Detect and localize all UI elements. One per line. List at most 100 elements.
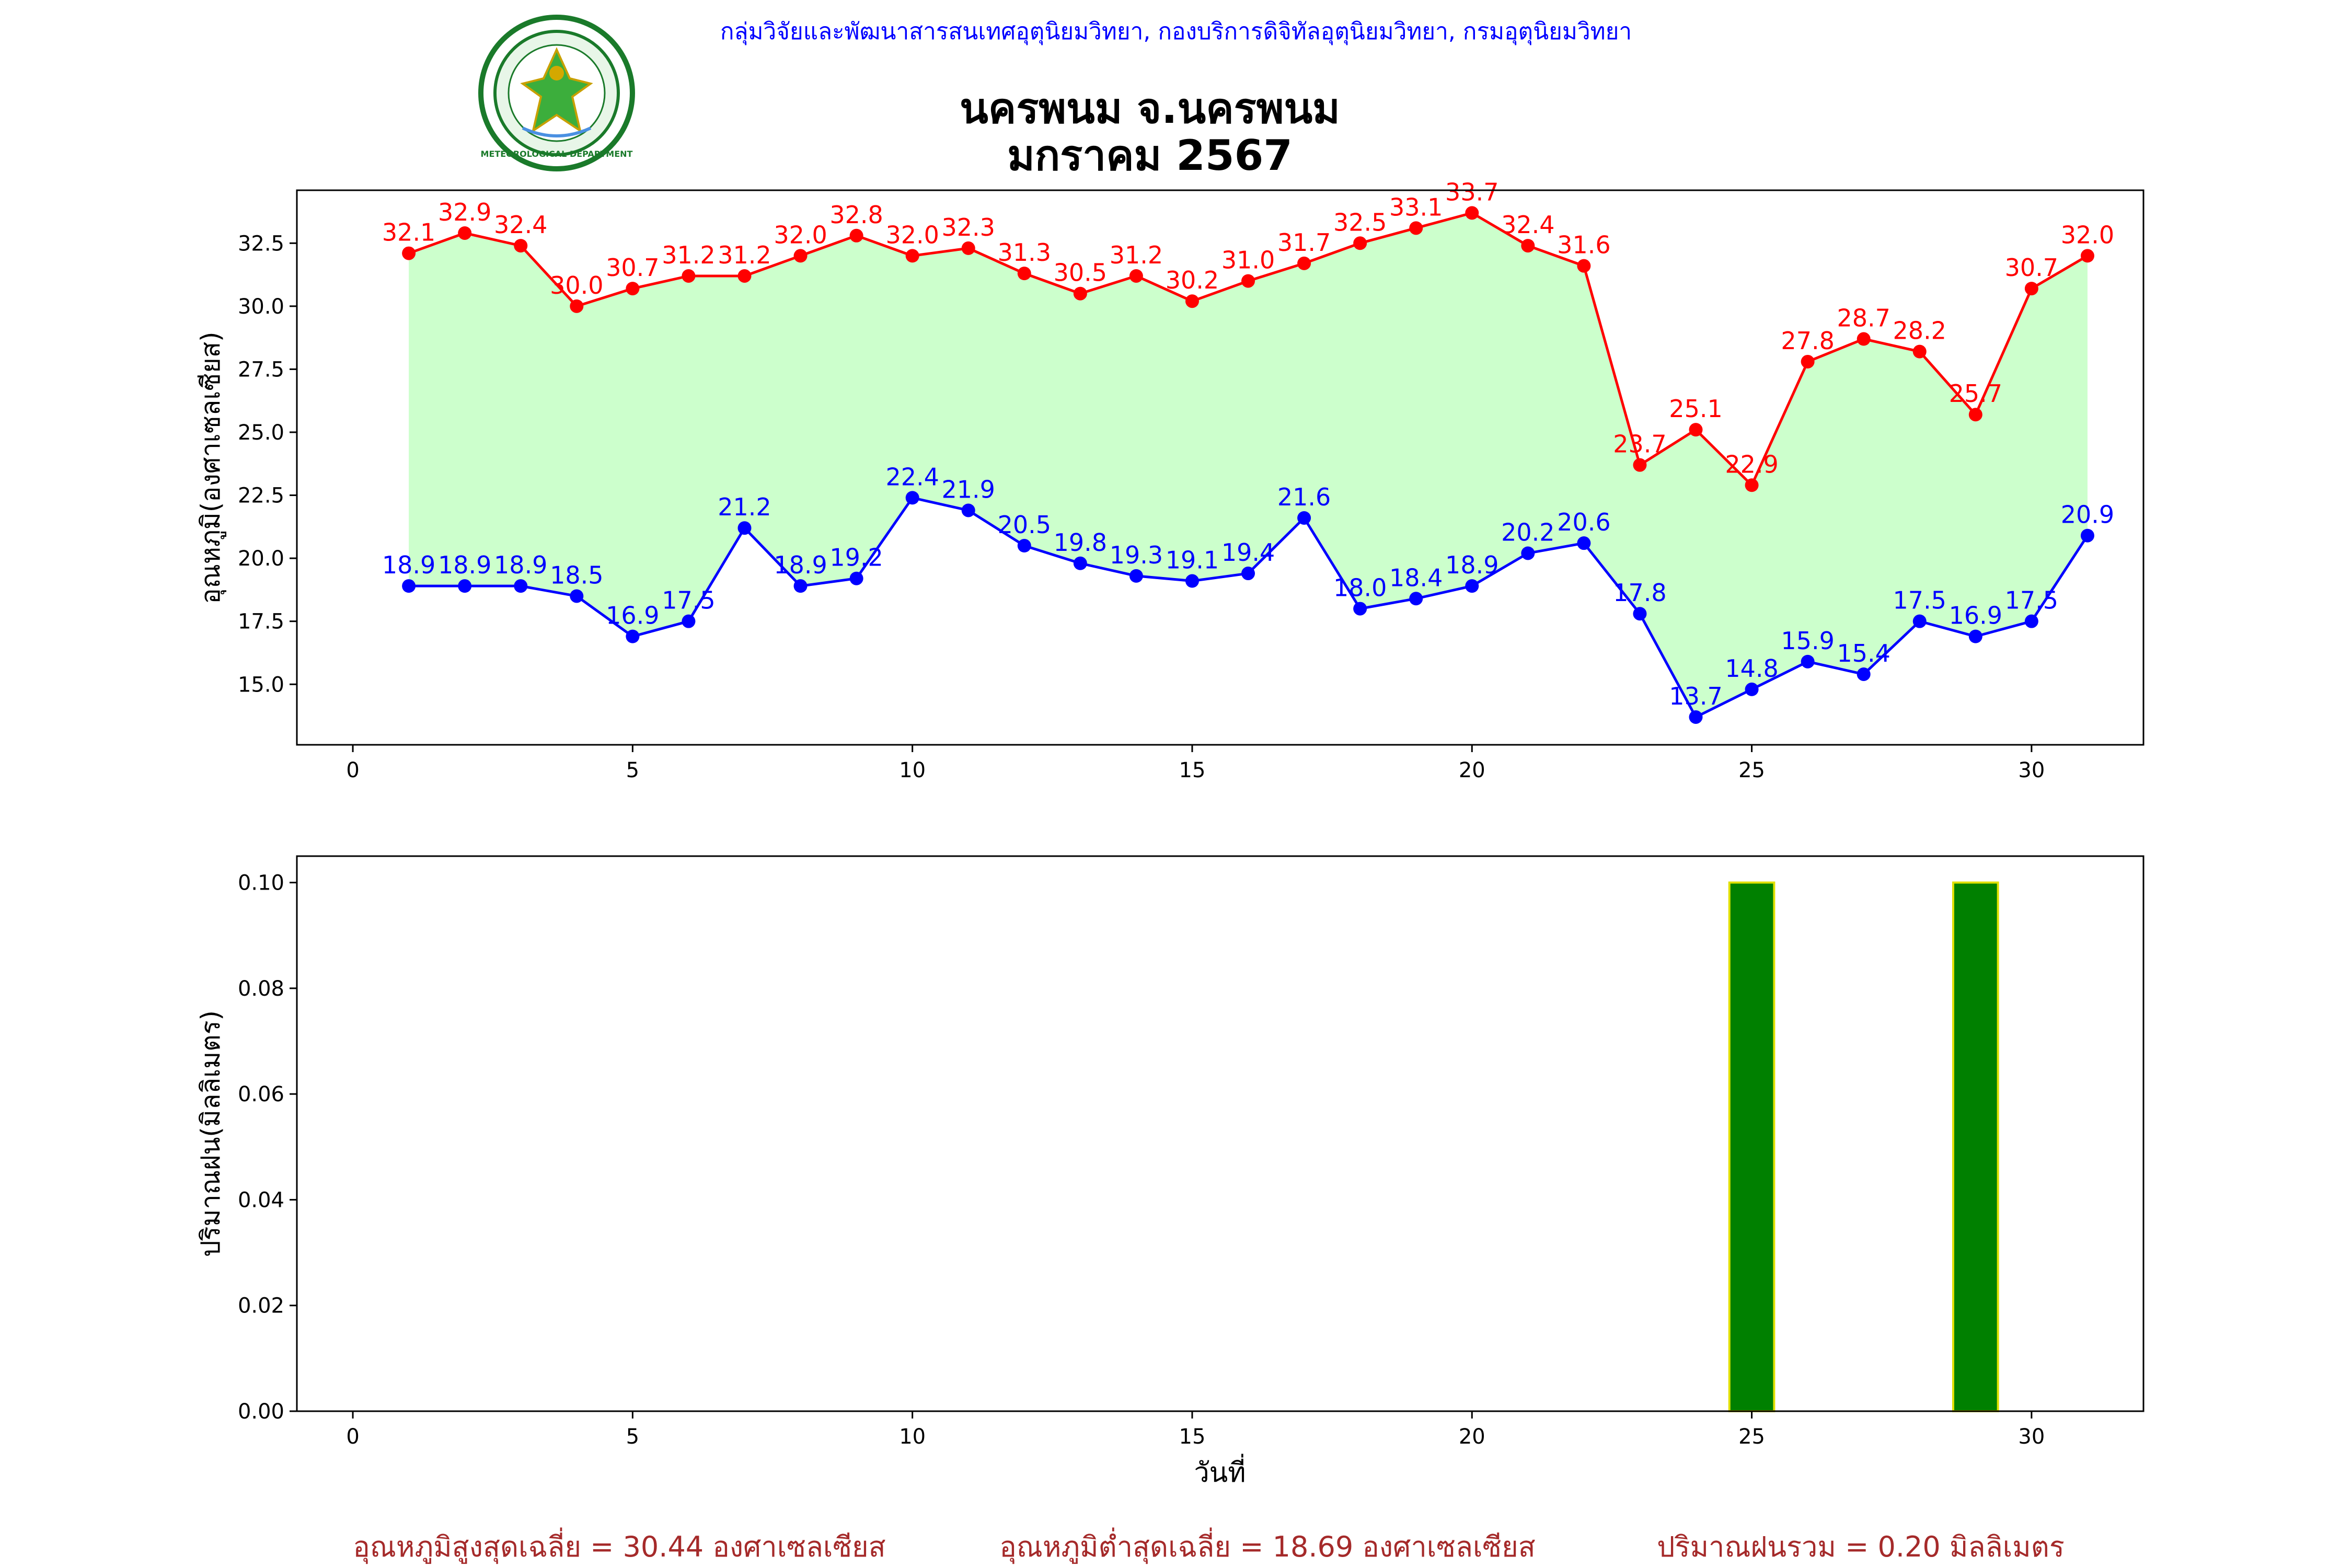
min-temperature-point xyxy=(2024,614,2038,628)
rainfall-y-tick-label: 0.02 xyxy=(238,1294,284,1318)
min-temperature-point xyxy=(793,579,808,593)
min-temperature-label: 19.4 xyxy=(1221,538,1275,567)
min-temperature-point xyxy=(1465,579,1479,593)
min-temperature-label: 19.1 xyxy=(1166,546,1219,574)
min-temperature-label: 16.9 xyxy=(1949,602,2002,630)
temperature-x-tick-label: 0 xyxy=(346,758,359,782)
min-temperature-point xyxy=(1073,556,1087,570)
max-temperature-label: 32.4 xyxy=(1501,211,1554,239)
min-temperature-label: 18.9 xyxy=(438,551,491,579)
min-temperature-label: 22.4 xyxy=(885,463,939,491)
min-temperature-point xyxy=(1912,614,1927,628)
min-temperature-point xyxy=(905,491,919,505)
min-temperature-label: 20.9 xyxy=(2061,501,2114,529)
min-temperature-point xyxy=(1129,569,1143,583)
max-temperature-point xyxy=(1745,478,1759,492)
rainfall-x-tick-label: 5 xyxy=(626,1425,639,1449)
min-temperature-point xyxy=(849,571,863,585)
temperature-x-tick-label: 15 xyxy=(1179,758,1206,782)
max-temperature-point xyxy=(1801,354,1815,368)
min-temperature-label: 14.8 xyxy=(1725,654,1778,683)
max-temperature-label: 28.7 xyxy=(1837,304,1890,332)
max-temperature-point xyxy=(1297,256,1311,270)
max-temperature-label: 22.9 xyxy=(1725,450,1778,478)
max-temperature-label: 32.0 xyxy=(885,221,939,249)
meteorological-department-logo: METEOROLOGICAL DEPARTMENT xyxy=(478,15,635,171)
rainfall-bar xyxy=(1952,881,1999,1412)
rainfall-y-tick-label: 0.00 xyxy=(238,1400,284,1424)
min-temperature-label: 20.2 xyxy=(1501,518,1554,546)
max-temperature-point xyxy=(2024,282,2038,296)
rainfall-x-tick-label: 0 xyxy=(346,1425,359,1449)
max-temperature-label: 31.2 xyxy=(718,241,771,269)
max-temperature-point xyxy=(1017,267,1031,281)
max-temperature-label: 31.0 xyxy=(1221,246,1275,274)
min-temperature-label: 13.7 xyxy=(1669,682,1722,710)
max-temperature-label: 25.1 xyxy=(1669,395,1722,423)
max-temperature-label: 33.1 xyxy=(1389,193,1443,221)
min-temperature-point xyxy=(1353,602,1367,616)
max-temperature-point xyxy=(1409,221,1423,235)
max-temperature-point xyxy=(1129,269,1143,283)
max-temperature-label: 31.2 xyxy=(662,241,715,269)
temperature-y-tick-label: 22.5 xyxy=(238,484,284,508)
min-temperature-label: 18.5 xyxy=(550,561,603,589)
max-temperature-label: 32.4 xyxy=(494,211,547,239)
min-temperature-label: 17.5 xyxy=(662,586,715,615)
min-temperature-label: 17.5 xyxy=(2005,586,2058,615)
max-temperature-point xyxy=(1521,239,1535,253)
max-temperature-label: 28.2 xyxy=(1893,317,1946,345)
temperature-y-tick-label: 30.0 xyxy=(238,295,284,319)
max-temperature-label: 32.1 xyxy=(382,218,435,247)
min-temperature-label: 19.3 xyxy=(1110,541,1163,569)
min-temperature-label: 19.8 xyxy=(1054,528,1107,557)
min-temperature-label: 18.9 xyxy=(1445,551,1498,579)
max-temperature-label: 32.0 xyxy=(774,221,827,249)
temperature-y-tick-label: 27.5 xyxy=(238,358,284,382)
average-max-temperature: อุณหภูมิสูงสุดเฉลี่ย = 30.44 องศาเซลเซีย… xyxy=(353,1527,885,1564)
max-temperature-point xyxy=(849,228,863,243)
min-temperature-point xyxy=(1185,574,1199,588)
max-temperature-point xyxy=(1577,259,1591,273)
min-temperature-point xyxy=(1968,629,1982,643)
rainfall-x-tick-label: 15 xyxy=(1179,1425,1206,1449)
min-temperature-label: 18.9 xyxy=(382,551,435,579)
chart-title-line1: นครพนม จ.นครพนม xyxy=(960,84,1340,133)
temperature-y-tick-label: 15.0 xyxy=(238,673,284,697)
min-temperature-point xyxy=(1521,546,1535,560)
max-temperature-label: 30.5 xyxy=(1054,259,1107,287)
max-temperature-label: 25.7 xyxy=(1949,379,2002,408)
temperature-range-fill xyxy=(409,213,2088,717)
min-temperature-label: 17.5 xyxy=(1893,586,1946,615)
max-temperature-label: 32.0 xyxy=(2061,221,2114,249)
logo-text: METEOROLOGICAL DEPARTMENT xyxy=(481,149,633,159)
max-temperature-label: 31.7 xyxy=(1277,228,1331,257)
temperature-x-tick-label: 5 xyxy=(626,758,639,782)
min-temperature-label: 18.9 xyxy=(774,551,827,579)
max-temperature-point xyxy=(1912,344,1927,359)
max-temperature-point xyxy=(1353,236,1367,250)
temperature-y-tick-label: 32.5 xyxy=(238,232,284,256)
min-temperature-point xyxy=(737,521,752,535)
min-temperature-point xyxy=(1689,710,1703,724)
min-temperature-point xyxy=(961,503,975,517)
total-rainfall: ปริมาณฝนรวม = 0.20 มิลลิเมตร xyxy=(1657,1530,2065,1563)
min-temperature-point xyxy=(682,614,696,628)
max-temperature-point xyxy=(1968,408,1982,422)
min-temperature-point xyxy=(626,629,640,643)
min-temperature-label: 20.5 xyxy=(998,511,1051,539)
min-temperature-label: 15.4 xyxy=(1837,639,1890,667)
max-temperature-label: 23.7 xyxy=(1613,430,1666,458)
max-temperature-label: 30.7 xyxy=(606,253,659,282)
rainfall-y-tick-label: 0.06 xyxy=(238,1082,284,1106)
max-temperature-label: 32.8 xyxy=(829,201,883,229)
max-temperature-label: 27.8 xyxy=(1781,327,1834,355)
min-temperature-point xyxy=(1801,654,1815,668)
rainfall-y-tick-label: 0.08 xyxy=(238,977,284,1001)
max-temperature-label: 33.7 xyxy=(1445,178,1498,206)
org-line: กลุ่มวิจัยและพัฒนาสารสนเทศอุตุนิยมวิทยา,… xyxy=(720,18,1632,45)
temperature-x-tick-label: 25 xyxy=(1738,758,1765,782)
max-temperature-point xyxy=(1465,206,1479,220)
max-temperature-point xyxy=(626,282,640,296)
rainfall-y-tick-label: 0.04 xyxy=(238,1188,284,1212)
